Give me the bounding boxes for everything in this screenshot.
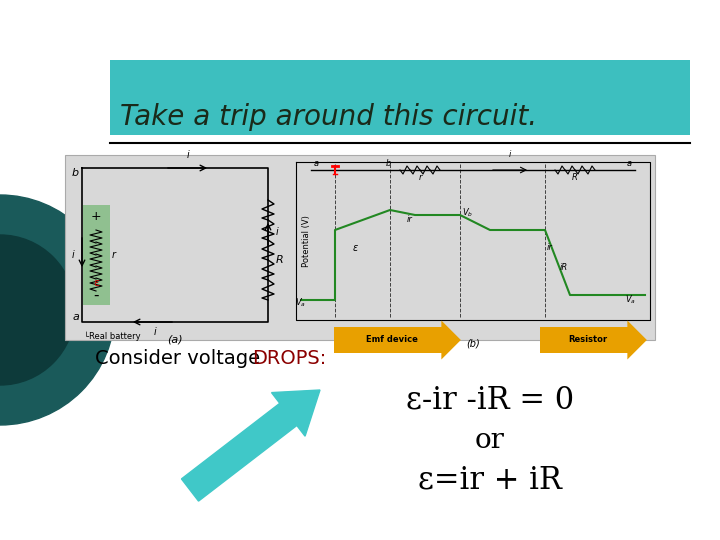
Circle shape — [0, 235, 75, 385]
Text: a: a — [314, 159, 319, 168]
Text: ε: ε — [352, 243, 358, 253]
Text: -: - — [94, 287, 99, 302]
Text: ir: ir — [547, 244, 553, 253]
Text: └Real battery: └Real battery — [84, 332, 140, 341]
Text: b: b — [72, 168, 79, 178]
Text: (a): (a) — [167, 334, 183, 344]
Text: DROPS:: DROPS: — [252, 348, 326, 368]
Text: $V_b$: $V_b$ — [462, 207, 474, 219]
Text: (b): (b) — [466, 338, 480, 348]
Text: b: b — [385, 159, 391, 168]
Text: i: i — [153, 327, 156, 337]
Text: R: R — [572, 173, 578, 182]
Text: ε=ir + iR: ε=ir + iR — [418, 464, 562, 496]
Text: a: a — [72, 312, 79, 322]
Text: iR: iR — [560, 264, 568, 273]
FancyArrow shape — [181, 390, 320, 501]
FancyBboxPatch shape — [540, 321, 647, 360]
Text: a: a — [627, 159, 632, 168]
Bar — [110, 60, 690, 135]
Text: or: or — [475, 427, 505, 454]
Text: i: i — [509, 150, 511, 159]
Text: Resistor: Resistor — [568, 335, 608, 345]
Text: Emf device: Emf device — [366, 335, 418, 345]
Bar — [65, 155, 655, 340]
Text: $V_a$: $V_a$ — [624, 294, 636, 306]
Text: r: r — [418, 173, 422, 182]
Text: +: + — [91, 211, 102, 224]
Text: $V_a$: $V_a$ — [294, 297, 305, 309]
Bar — [83, 205, 110, 305]
Text: ε-ir -iR = 0: ε-ir -iR = 0 — [406, 384, 574, 415]
Text: Take a trip around this circuit.: Take a trip around this circuit. — [120, 103, 537, 131]
Text: i: i — [71, 250, 74, 260]
Text: ε: ε — [93, 278, 99, 288]
Text: Potential (V): Potential (V) — [302, 215, 310, 267]
Text: i: i — [276, 227, 279, 237]
Text: r: r — [112, 250, 116, 260]
FancyBboxPatch shape — [334, 321, 461, 360]
Text: ir: ir — [407, 215, 413, 225]
Text: i: i — [186, 150, 189, 160]
Text: R: R — [276, 255, 284, 265]
Circle shape — [0, 195, 115, 425]
Text: Consider voltage: Consider voltage — [95, 348, 266, 368]
